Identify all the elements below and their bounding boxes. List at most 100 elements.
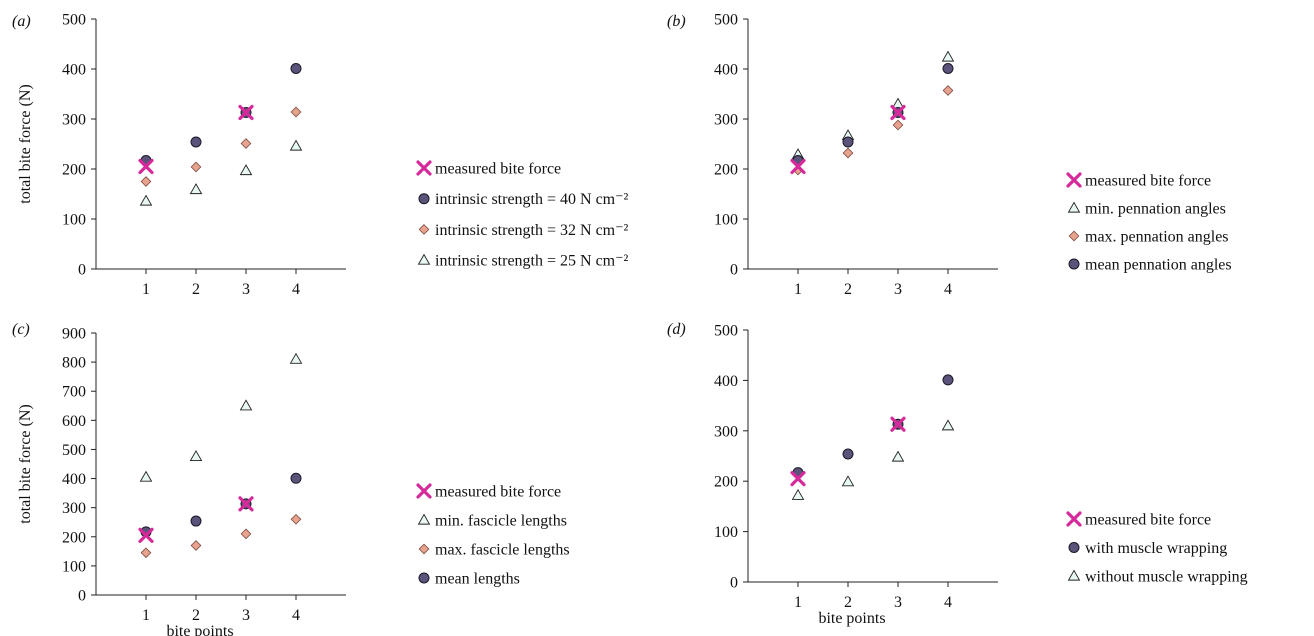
legend-swatch <box>417 513 431 525</box>
panel-d: (d) 0 100 200 300 400 500 1 2 3 4 bite points measur… <box>667 321 1248 627</box>
legend-swatch <box>1067 201 1081 213</box>
y-tick-label: 500 <box>62 442 86 459</box>
legend-swatch <box>418 193 430 205</box>
legend-label: measured bite force <box>435 161 561 178</box>
x-axis-title: bite points <box>166 623 233 636</box>
data-point <box>290 472 302 484</box>
y-tick-label: 300 <box>714 112 738 129</box>
series-measured-bite-force <box>138 104 254 175</box>
x-tick-label: 1 <box>142 281 150 298</box>
data-point <box>891 450 905 462</box>
y-tick-label: 100 <box>714 212 738 229</box>
y-tick-label: 500 <box>714 323 738 340</box>
legend-swatch <box>1067 569 1081 581</box>
y-tick-label: 800 <box>62 355 86 372</box>
panel-label: (c) <box>12 321 30 338</box>
y-tick-label: 500 <box>714 12 738 29</box>
data-point <box>190 540 202 551</box>
y-tick-label: 400 <box>62 471 86 488</box>
data-point <box>138 158 154 175</box>
y-tick-label: 900 <box>62 326 86 343</box>
series-intrinsic-strength-40-n-cm <box>140 63 302 166</box>
data-point <box>240 528 252 540</box>
series-intrinsic-strength-25-n-cm <box>139 139 303 206</box>
legend-label: without muscle wrapping <box>1085 569 1248 586</box>
y-tick-label: 0 <box>730 575 738 592</box>
panel-label: (d) <box>667 321 686 338</box>
x-tick-label: 3 <box>242 281 250 298</box>
legend-swatch <box>1066 511 1082 527</box>
x-tick-label: 4 <box>944 281 952 298</box>
data-point <box>238 496 254 512</box>
data-point <box>139 194 153 206</box>
data-point <box>190 136 202 148</box>
data-point <box>140 547 152 559</box>
panel-b: (b) 0 100 200 300 400 500 1 2 3 4 measured bite for… <box>667 12 1232 299</box>
data-point <box>941 419 955 431</box>
x-tick-label: 4 <box>944 594 952 611</box>
y-tick-label: 300 <box>714 423 738 440</box>
legend-item: with muscle wrapping <box>1068 540 1227 557</box>
data-point <box>841 475 855 487</box>
legend-item: intrinsic strength = 25 N cm⁻² <box>417 253 629 270</box>
data-point <box>941 50 955 62</box>
panel-label: (b) <box>667 13 686 30</box>
y-tick-label: 200 <box>714 162 738 179</box>
legend: measured bite force min. pennation angles… <box>1066 172 1232 274</box>
legend-label: intrinsic strength = 25 N cm⁻² <box>435 253 629 270</box>
y-tick-label: 400 <box>62 62 86 79</box>
legend-swatch <box>1068 230 1080 242</box>
y-tick-label: 200 <box>62 529 86 546</box>
x-tick-label: 3 <box>242 607 250 624</box>
data-point <box>842 448 854 460</box>
y-tick-label: 100 <box>714 524 738 541</box>
data-point <box>290 513 302 525</box>
x-axis-title: bite points <box>818 610 885 627</box>
legend-item: without muscle wrapping <box>1067 569 1248 586</box>
y-tick-label: 300 <box>62 500 86 517</box>
legend-item: max. fascicle lengths <box>418 542 570 559</box>
legend-item: intrinsic strength = 32 N cm⁻² <box>418 222 629 239</box>
legend-label: measured bite force <box>1085 512 1211 529</box>
data-point <box>890 104 906 121</box>
x-tick-label: 1 <box>142 607 150 624</box>
data-point <box>892 119 904 131</box>
x-tick-label: 3 <box>894 594 902 611</box>
data-point <box>790 158 806 175</box>
data-point <box>238 104 254 121</box>
legend-swatch <box>418 224 430 235</box>
x-tick-label: 2 <box>844 281 852 298</box>
legend-item: measured bite force <box>416 160 561 178</box>
x-tick-label: 2 <box>192 281 200 298</box>
legend-item: measured bite force <box>416 483 561 501</box>
legend-label: measured bite force <box>435 484 561 501</box>
data-point <box>290 106 302 118</box>
data-point <box>140 176 152 187</box>
panel-a: (a) 0 100 200 300 400 500 1 2 3 4 total bite force … <box>12 12 629 299</box>
panel-c: (c) 0 100 200 300 400 500 600 700 800 900 1 2 3 4 bite … <box>12 321 570 636</box>
legend-label: min. fascicle lengths <box>435 513 567 530</box>
y-axis-title: total bite force (N) <box>17 404 34 524</box>
y-axis-title: total bite force (N) <box>17 84 34 204</box>
series-intrinsic-strength-32-n-cm <box>140 106 302 187</box>
legend-label: with muscle wrapping <box>1085 540 1227 557</box>
series-measured-bite-force <box>790 104 906 175</box>
legend-label: mean lengths <box>435 571 520 588</box>
legend-label: max. fascicle lengths <box>435 542 570 559</box>
y-tick-label: 400 <box>714 373 738 390</box>
legend-item: measured bite force <box>1066 172 1211 190</box>
series-without-muscle-wrapping <box>791 419 955 500</box>
y-tick-label: 300 <box>62 112 86 129</box>
legend-label: min. pennation angles <box>1085 201 1226 218</box>
series-measured-bite-force <box>790 416 906 487</box>
data-point <box>890 416 906 432</box>
y-tick-label: 600 <box>62 413 86 430</box>
legend-item: measured bite force <box>1066 511 1211 529</box>
data-point <box>842 136 854 148</box>
legend-item: intrinsic strength = 40 N cm⁻² <box>418 191 629 208</box>
y-tick-label: 0 <box>730 262 738 279</box>
data-point <box>189 183 203 195</box>
legend-swatch <box>417 253 431 265</box>
legend-swatch <box>416 483 432 499</box>
